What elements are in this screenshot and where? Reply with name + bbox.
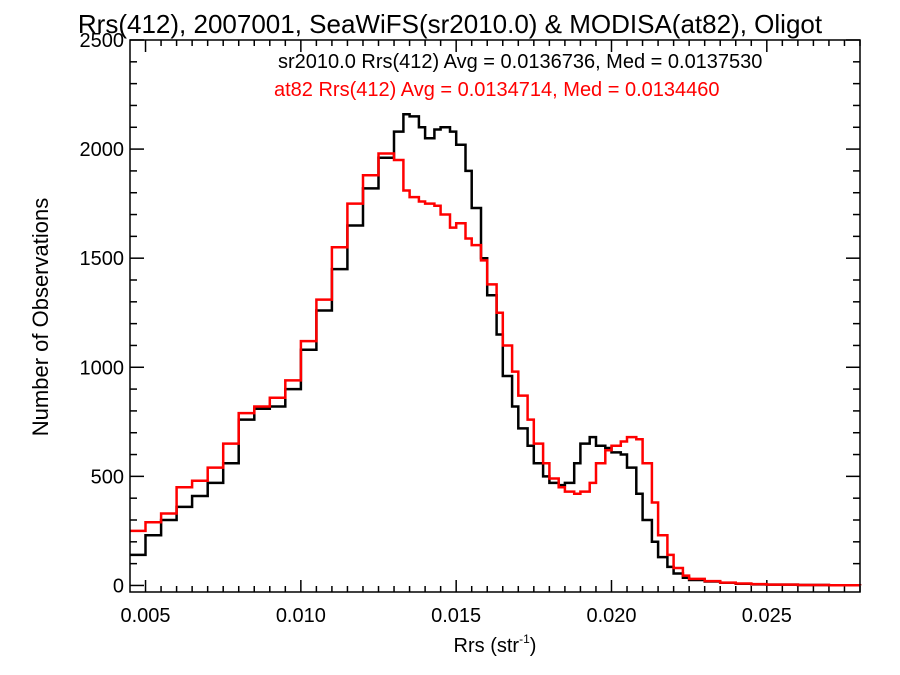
y-tick-label: 1000	[80, 357, 125, 379]
x-tick-labels: 0.005 0.010 0.015 0.020 0.025	[121, 605, 792, 627]
x-tick-label: 0.005	[121, 605, 171, 627]
plot-frame	[129, 39, 861, 593]
y-tick-label: 2000	[80, 139, 125, 161]
series-line-sr2010	[130, 112, 862, 587]
x-axis-label-sup: -1	[519, 632, 530, 646]
x-tick-label: 0.015	[431, 605, 481, 627]
y-tick-label: 1500	[80, 248, 125, 270]
x-tick-label: 0.020	[586, 605, 636, 627]
y-tick-labels: 0 500 1000 1500 2000 2500	[80, 30, 125, 597]
y-axis-label: Number of Observations	[28, 198, 53, 436]
chart-title: Rrs(412), 2007001, SeaWiFS(sr2010.0) & M…	[78, 9, 823, 39]
x-tick-label: 0.025	[742, 605, 792, 627]
x-axis-label: Rrs (str-1)	[454, 632, 537, 657]
x-tick-label: 0.010	[276, 605, 326, 627]
x-axis-label-main: Rrs (str	[454, 635, 520, 657]
y-tick-label: 2500	[80, 30, 125, 52]
legend-entry-at82: at82 Rrs(412) Avg = 0.0134714, Med = 0.0…	[274, 79, 720, 101]
x-axis-label-end: )	[530, 635, 537, 657]
y-tick-label: 0	[113, 575, 124, 597]
series-line-at82	[130, 152, 862, 587]
y-tick-label: 500	[91, 466, 124, 488]
axis-ticks	[130, 39, 861, 592]
series-layer	[130, 112, 862, 587]
legend-entry-sr2010: sr2010.0 Rrs(412) Avg = 0.0136736, Med =…	[278, 51, 762, 73]
